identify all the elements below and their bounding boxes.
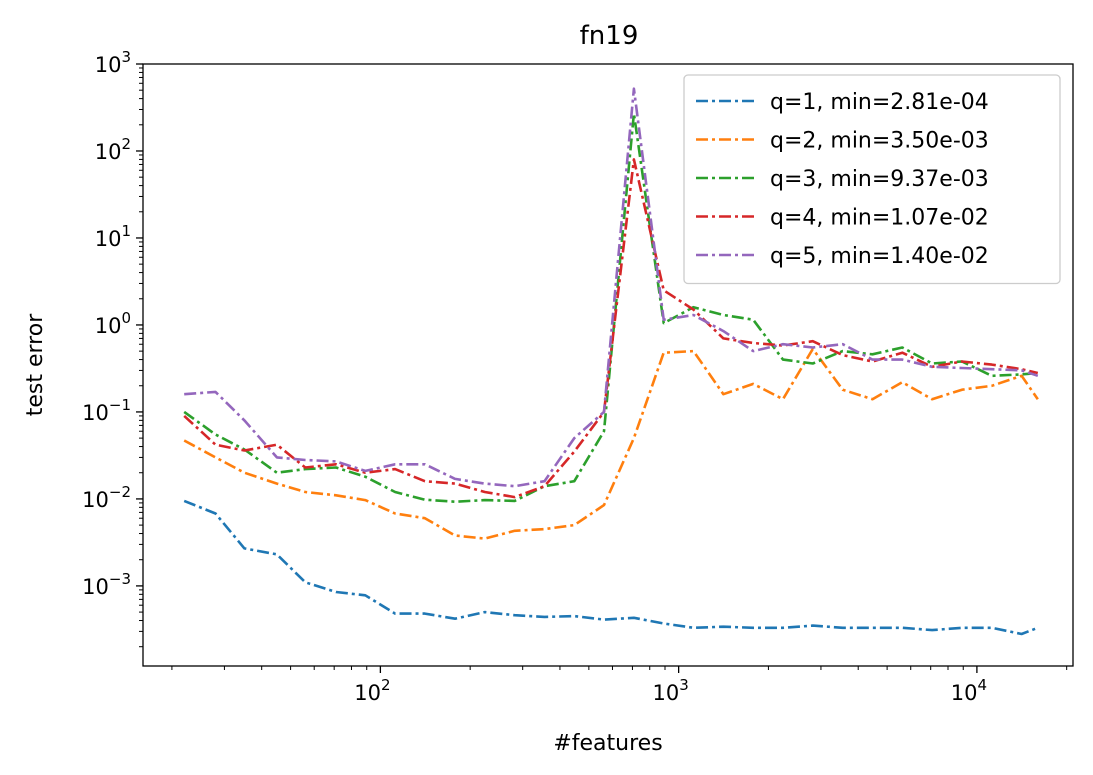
y-tick-label: 10−1	[82, 396, 131, 425]
y-tick-label: 101	[95, 222, 131, 251]
y-axis-label: test error	[23, 313, 48, 416]
y-tick-label: 10−3	[82, 570, 131, 599]
series-line-q1	[183, 499, 1039, 636]
legend-entry-label: q=2, min=3.50e-03	[770, 129, 989, 154]
y-tick-label: 103	[95, 48, 131, 77]
series-line-q2	[183, 347, 1039, 540]
legend-entry-label: q=5, min=1.40e-02	[770, 244, 989, 269]
series-line-q3	[183, 112, 1038, 504]
legend-entry-label: q=1, min=2.81e-04	[770, 90, 989, 115]
series-line-q5	[184, 87, 1039, 488]
plot-frame	[142, 63, 1074, 667]
y-tick-label: 102	[95, 135, 131, 164]
y-tick-label: 10−2	[82, 483, 131, 512]
legend-entry-label: q=4, min=1.07e-02	[770, 206, 989, 231]
x-axis-label: #features	[553, 731, 662, 756]
legend-entry-label: q=3, min=9.37e-03	[770, 167, 989, 192]
legend: q=1, min=2.81e-04 q=2, min=3.50e-03 q=3, m…	[683, 74, 1061, 285]
chart-title: fn19	[580, 21, 639, 51]
x-tick-label: 103	[652, 676, 688, 705]
y-tick-label: 100	[95, 309, 131, 338]
series-line-q4	[183, 158, 1039, 499]
legend-frame	[683, 74, 1061, 285]
